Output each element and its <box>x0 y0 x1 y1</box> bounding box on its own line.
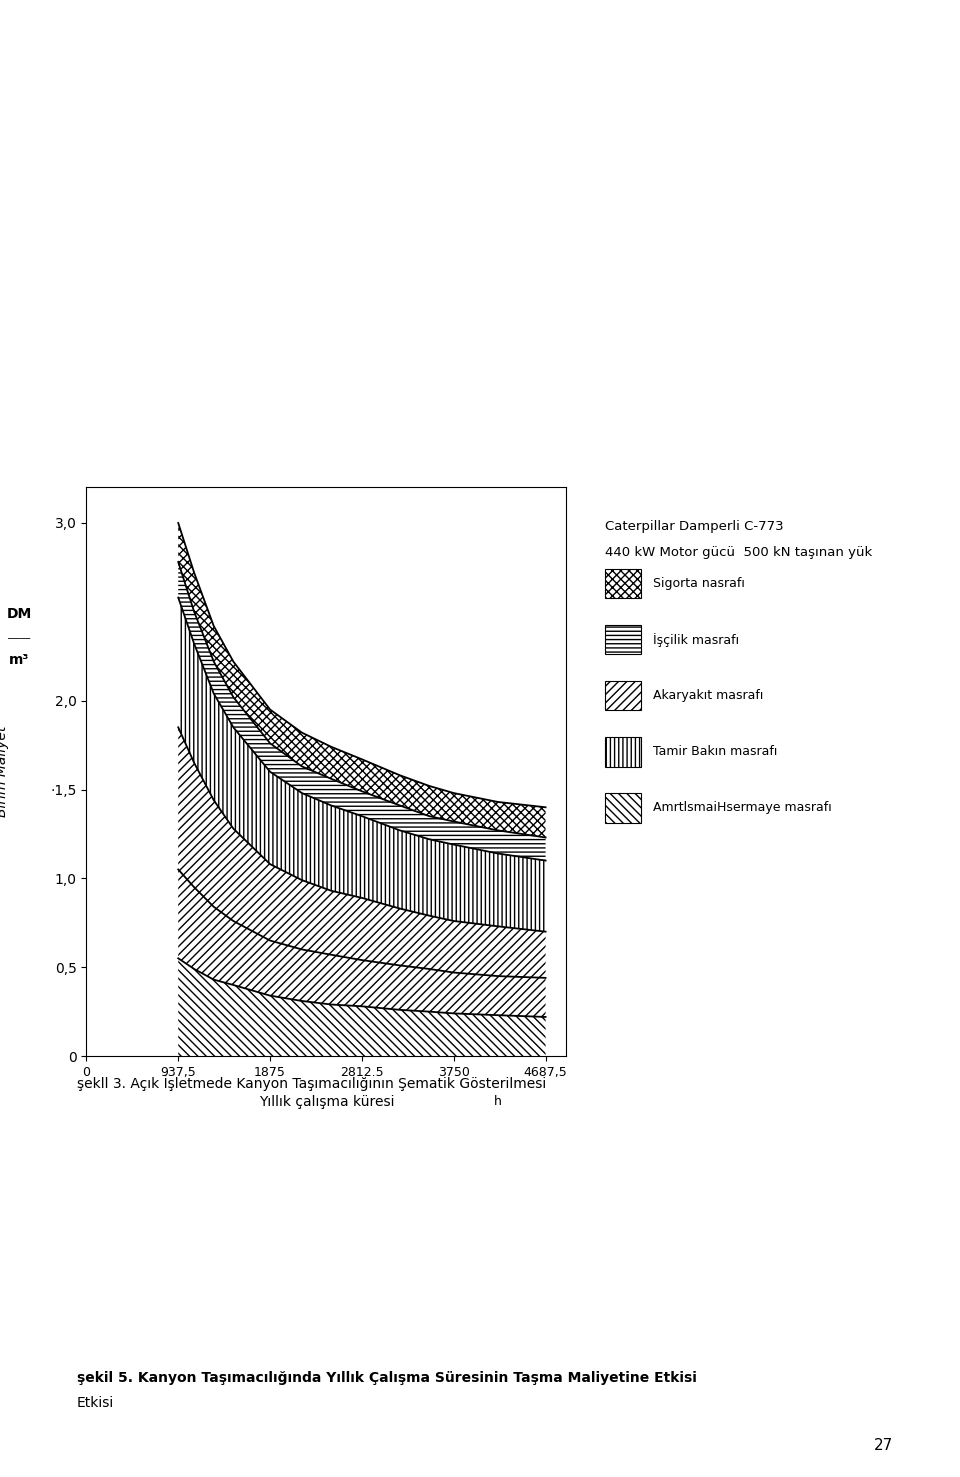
Text: 440 kW Motor gücü  500 kN taşınan yük: 440 kW Motor gücü 500 kN taşınan yük <box>605 546 872 560</box>
Text: AmrtlsmaiHsermaye masrafı: AmrtlsmaiHsermaye masrafı <box>653 802 831 814</box>
Y-axis label: Birim Maliyet: Birim Maliyet <box>0 727 9 817</box>
Text: ――: ―― <box>8 634 31 642</box>
Text: İşçilik masrafı: İşçilik masrafı <box>653 632 739 647</box>
Text: Caterpillar Damperli C-773: Caterpillar Damperli C-773 <box>605 520 783 533</box>
Text: Akaryakıt masrafı: Akaryakıt masrafı <box>653 690 763 702</box>
Text: şekll 3. Açık İşletmede Kanyon Taşımacılığının Şematik Gösterilmesi: şekll 3. Açık İşletmede Kanyon Taşımacıl… <box>77 1075 546 1092</box>
Text: DM: DM <box>7 607 32 622</box>
Text: Sigorta nasrafı: Sigorta nasrafı <box>653 578 745 589</box>
Text: Etkisi: Etkisi <box>77 1396 114 1409</box>
Text: h: h <box>493 1094 502 1108</box>
Text: Tamir Bakın masrafı: Tamir Bakın masrafı <box>653 746 778 758</box>
Text: şekil 5. Kanyon Taşımacılığında Yıllık Çalışma Süresinin Taşma Maliyetine Etkisi: şekil 5. Kanyon Taşımacılığında Yıllık Ç… <box>77 1371 697 1384</box>
Text: 27: 27 <box>874 1439 893 1453</box>
X-axis label: Yıllık çalışma küresi: Yıllık çalışma küresi <box>258 1096 395 1109</box>
Text: m³: m³ <box>9 653 30 666</box>
